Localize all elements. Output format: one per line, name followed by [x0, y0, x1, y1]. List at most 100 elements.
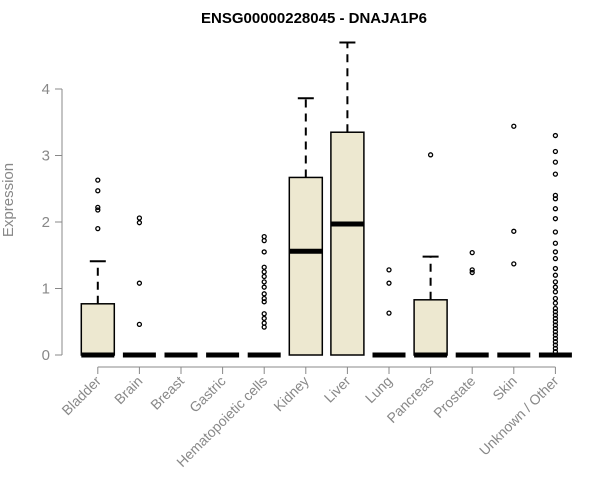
- box-liver: [330, 41, 365, 356]
- outlier-point: [261, 320, 267, 326]
- outlier-point: [552, 312, 559, 318]
- outlier-point: [552, 289, 559, 295]
- y-tick-label: 0: [42, 347, 50, 364]
- outlier-point: [552, 345, 559, 352]
- outlier-point: [261, 279, 267, 285]
- x-tick-label: Brain: [111, 373, 145, 407]
- outlier-point: [427, 152, 434, 158]
- x-tick-label: Kidney: [270, 373, 312, 415]
- box-bladder: [80, 177, 116, 358]
- y-tick-label: 3: [42, 148, 50, 165]
- outlier-point: [95, 204, 101, 211]
- box-kidney: [288, 97, 324, 356]
- outlier-point: [552, 309, 559, 315]
- boxes-group: [80, 41, 572, 358]
- outlier-point: [511, 228, 517, 234]
- outlier-point: [552, 249, 559, 255]
- x-tick-label: Bladder: [58, 373, 104, 419]
- outlier-point: [552, 342, 559, 348]
- outlier-point: [136, 215, 143, 221]
- outlier-point: [552, 332, 559, 338]
- y-axis-label: Expression: [0, 163, 17, 237]
- y-tick-label: 2: [42, 214, 50, 231]
- outlier-point: [261, 233, 267, 240]
- outlier-point: [552, 315, 559, 322]
- outlier-point: [511, 123, 517, 129]
- outlier-point: [552, 229, 559, 235]
- outlier-point: [552, 192, 559, 199]
- outlier-point: [136, 321, 143, 328]
- x-tick-label: Unknown / Other: [476, 373, 562, 459]
- x-tick-label: Breast: [147, 373, 187, 413]
- outlier-point: [261, 264, 267, 270]
- outlier-point: [261, 299, 267, 305]
- box-unknown-other: [538, 132, 572, 358]
- outlier-point: [386, 310, 392, 316]
- outlier-point: [552, 322, 559, 328]
- box-rect: [413, 299, 448, 356]
- box-rect: [330, 131, 365, 356]
- box-hematopoietic-cells: [247, 233, 281, 358]
- outlier-point: [261, 269, 267, 275]
- outlier-point: [552, 148, 559, 155]
- outlier-point: [136, 220, 143, 226]
- outlier-point: [552, 159, 559, 165]
- box-skin: [497, 123, 531, 358]
- outlier-point: [552, 305, 559, 312]
- outlier-point: [552, 132, 559, 139]
- y-tick-label: 1: [42, 281, 50, 298]
- outlier-point: [136, 280, 143, 286]
- outlier-point: [552, 265, 559, 272]
- outlier-point: [552, 206, 559, 212]
- outlier-point: [469, 267, 475, 273]
- box-pancreas: [413, 152, 448, 358]
- box-brain: [122, 215, 156, 358]
- outlier-point: [261, 249, 267, 255]
- chart-title: ENSG00000228045 - DNAJA1P6: [201, 10, 427, 27]
- outlier-point: [469, 269, 475, 276]
- outlier-point: [552, 272, 559, 278]
- outlier-point: [261, 284, 267, 290]
- outlier-point: [511, 261, 517, 267]
- outlier-point: [95, 177, 101, 183]
- outlier-point: [386, 267, 392, 273]
- outlier-point: [552, 216, 559, 222]
- outlier-point: [552, 335, 559, 342]
- box-prostate: [455, 249, 489, 358]
- outlier-point: [95, 225, 101, 232]
- outlier-point: [552, 279, 559, 285]
- x-tick-label: Lung: [362, 373, 395, 406]
- outlier-point: [552, 325, 559, 332]
- y-axis: 0 1 2 3 4: [42, 81, 63, 364]
- outlier-point: [552, 295, 559, 302]
- outlier-point: [552, 196, 559, 202]
- outlier-point: [261, 273, 267, 280]
- outlier-point: [552, 171, 559, 177]
- outlier-point: [552, 300, 559, 306]
- outlier-point: [261, 315, 267, 322]
- outlier-point: [261, 295, 267, 302]
- outlier-point: [552, 349, 559, 355]
- outlier-point: [552, 319, 559, 325]
- outlier-point: [261, 291, 267, 297]
- x-tick-label: Prostate: [430, 373, 478, 421]
- outlier-point: [552, 284, 559, 290]
- outlier-point: [469, 249, 475, 256]
- outlier-point: [386, 280, 392, 286]
- outlier-point: [552, 240, 559, 246]
- x-tick-label: Liver: [321, 373, 354, 406]
- x-tick-label: Skin: [489, 373, 520, 404]
- outlier-point: [552, 255, 559, 262]
- y-tick-label: 4: [42, 81, 50, 98]
- outlier-point: [95, 188, 101, 194]
- box-rect: [80, 303, 116, 356]
- outlier-point: [95, 207, 101, 213]
- box-rect: [288, 176, 324, 356]
- outlier-point: [552, 329, 559, 335]
- outlier-point: [552, 339, 559, 345]
- outlier-point: [261, 311, 267, 317]
- box-lung: [372, 267, 406, 358]
